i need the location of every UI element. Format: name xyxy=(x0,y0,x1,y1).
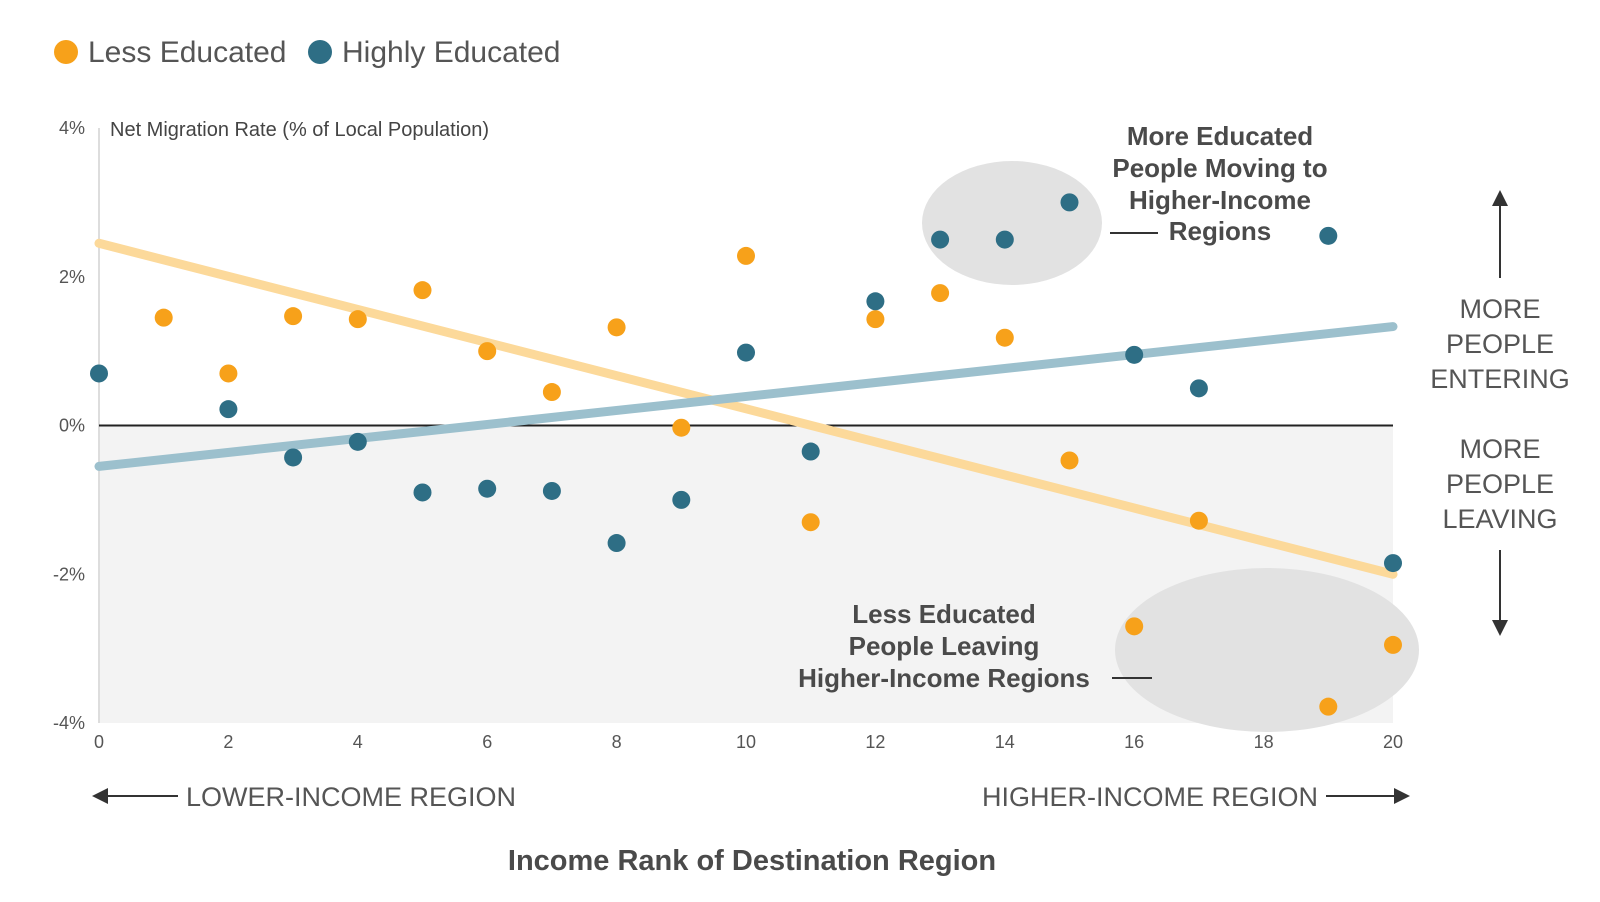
annotation-bottom-line-1: Less Educated xyxy=(852,599,1036,629)
annotation-top-line-3: Higher-Income xyxy=(1129,185,1311,215)
trend-line-highly-educated xyxy=(94,322,1398,471)
annotation-bottom: Less Educated People Leaving Higher-Inco… xyxy=(798,599,1090,693)
arrow-left-icon xyxy=(92,788,108,804)
data-point-less-educated xyxy=(154,308,173,327)
data-point-less-educated xyxy=(607,318,626,337)
x-tick-labels: 0 2 4 6 8 10 12 14 16 18 20 xyxy=(94,732,1403,752)
highlight-ellipse-top xyxy=(922,161,1102,285)
legend-marker-less-educated xyxy=(54,40,78,64)
data-point-less-educated xyxy=(737,246,755,265)
arrow-right-icon xyxy=(1394,788,1410,804)
data-point-highly-educated xyxy=(866,292,885,311)
data-point-less-educated xyxy=(478,342,497,361)
data-point-highly-educated xyxy=(284,448,303,467)
side-label-entering-line-3: ENTERING xyxy=(1430,364,1570,394)
data-point-highly-educated xyxy=(348,432,367,451)
data-point-less-educated xyxy=(348,310,367,329)
legend-label-highly-educated: Highly Educated xyxy=(342,36,560,69)
data-point-less-educated xyxy=(1060,451,1079,470)
data-point-highly-educated xyxy=(995,230,1014,249)
data-point-highly-educated xyxy=(1319,226,1338,245)
x-axis-title: Income Rank of Destination Region xyxy=(508,845,996,877)
annotation-top-line-4: Regions xyxy=(1169,216,1272,246)
data-point-highly-educated xyxy=(478,479,497,498)
side-label-leaving: MORE PEOPLE LEAVING xyxy=(1442,434,1558,636)
x-tick-label: 6 xyxy=(482,732,492,752)
annotation-bottom-line-2: People Leaving xyxy=(849,631,1040,661)
data-point-highly-educated xyxy=(90,364,108,383)
x-tick-label: 2 xyxy=(223,732,233,752)
region-label-lower-income: LOWER-INCOME REGION xyxy=(186,782,516,812)
x-tick-label: 0 xyxy=(94,732,104,752)
y-tick-labels: 4% 2% 0% -2% -4% xyxy=(53,118,85,733)
data-point-highly-educated xyxy=(931,230,950,249)
data-point-less-educated xyxy=(801,513,820,532)
side-label-leaving-line-3: LEAVING xyxy=(1442,504,1557,534)
annotation-top: More Educated People Moving to Higher-In… xyxy=(1112,121,1327,246)
data-point-less-educated xyxy=(413,281,432,300)
trend-line-less-educated xyxy=(94,238,1398,579)
side-label-leaving-line-1: MORE xyxy=(1460,434,1541,464)
data-point-highly-educated xyxy=(1125,345,1144,364)
data-point-highly-educated xyxy=(413,483,432,502)
data-point-highly-educated xyxy=(1060,193,1079,212)
y-tick-label: 4% xyxy=(59,118,85,138)
y-tick-label: -4% xyxy=(53,713,85,733)
data-point-less-educated xyxy=(866,310,885,329)
x-tick-label: 16 xyxy=(1124,732,1144,752)
x-tick-label: 12 xyxy=(865,732,885,752)
side-label-entering-line-2: PEOPLE xyxy=(1446,329,1554,359)
legend: Less Educated Highly Educated xyxy=(54,36,560,69)
series-highly-educated-points xyxy=(90,193,1402,573)
data-point-less-educated xyxy=(1125,617,1144,636)
x-tick-label: 8 xyxy=(612,732,622,752)
data-point-less-educated xyxy=(995,328,1014,347)
data-point-highly-educated xyxy=(672,490,691,509)
data-point-highly-educated xyxy=(607,534,626,553)
region-label-higher-income: HIGHER-INCOME REGION xyxy=(982,782,1318,812)
data-point-highly-educated xyxy=(801,442,820,461)
data-point-less-educated xyxy=(931,284,950,303)
arrow-down-icon xyxy=(1492,620,1508,636)
annotation-top-line-1: More Educated xyxy=(1127,121,1313,151)
region-label-right: HIGHER-INCOME REGION xyxy=(982,782,1410,812)
y-tick-label: 0% xyxy=(59,416,85,436)
y-axis-label: Net Migration Rate (% of Local Populatio… xyxy=(110,119,489,141)
series-less-educated-points xyxy=(154,246,1402,716)
data-point-highly-educated xyxy=(219,400,238,419)
data-point-highly-educated xyxy=(1189,379,1208,398)
data-point-highly-educated xyxy=(1384,554,1402,573)
data-point-less-educated xyxy=(1189,511,1208,530)
data-point-less-educated xyxy=(1319,697,1338,716)
y-tick-label: -2% xyxy=(53,564,85,584)
annotation-bottom-line-3: Higher-Income Regions xyxy=(798,663,1090,693)
data-point-highly-educated xyxy=(737,343,755,362)
data-point-less-educated xyxy=(284,307,303,326)
data-point-highly-educated xyxy=(542,481,561,500)
legend-label-less-educated: Less Educated xyxy=(88,36,286,69)
x-tick-label: 18 xyxy=(1254,732,1274,752)
side-label-leaving-line-2: PEOPLE xyxy=(1446,469,1554,499)
data-point-less-educated xyxy=(672,418,691,437)
x-tick-label: 10 xyxy=(736,732,756,752)
legend-marker-highly-educated xyxy=(308,40,332,64)
highlight-ellipse-bottom xyxy=(1115,568,1419,732)
data-point-less-educated xyxy=(542,383,561,402)
data-point-less-educated xyxy=(219,364,238,383)
x-tick-label: 4 xyxy=(353,732,363,752)
arrow-up-icon xyxy=(1492,190,1508,206)
x-tick-label: 14 xyxy=(995,732,1015,752)
side-label-entering-line-1: MORE xyxy=(1460,294,1541,324)
data-point-less-educated xyxy=(1384,635,1402,654)
x-tick-label: 20 xyxy=(1383,732,1403,752)
region-label-left: LOWER-INCOME REGION xyxy=(92,782,516,812)
annotation-top-line-2: People Moving to xyxy=(1112,153,1327,183)
side-label-entering: MORE PEOPLE ENTERING xyxy=(1430,190,1570,394)
y-tick-label: 2% xyxy=(59,267,85,287)
